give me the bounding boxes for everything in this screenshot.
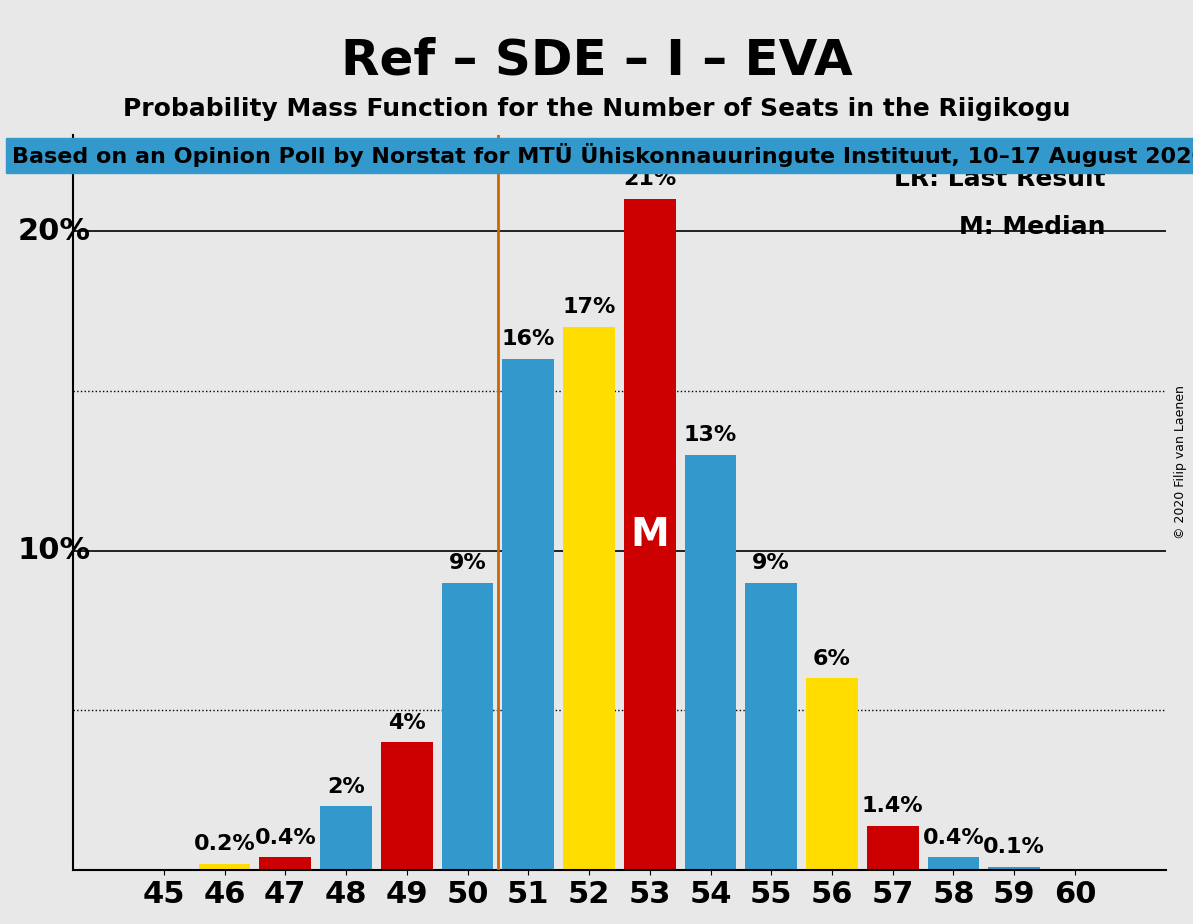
Text: Based on an Opinion Poll by Norstat for MTÜ Ühiskonnauuringute Instituut, 10–17 : Based on an Opinion Poll by Norstat for …	[12, 143, 1193, 167]
Bar	[928, 857, 979, 870]
Text: M: Median: M: Median	[959, 215, 1106, 239]
Bar	[199, 864, 251, 870]
Text: M: M	[630, 516, 669, 553]
Text: 1.4%: 1.4%	[861, 796, 923, 816]
Bar	[746, 583, 797, 870]
Text: © 2020 Filip van Laenen: © 2020 Filip van Laenen	[1174, 385, 1187, 539]
Text: LR: Last Result: LR: Last Result	[894, 167, 1106, 191]
Bar	[502, 359, 554, 870]
Text: 4%: 4%	[388, 712, 426, 733]
Text: 0.2%: 0.2%	[193, 834, 255, 855]
Text: 10%: 10%	[18, 536, 91, 565]
Text: 2%: 2%	[327, 777, 365, 796]
Bar	[685, 455, 736, 870]
Text: 21%: 21%	[623, 169, 676, 189]
Text: 0.4%: 0.4%	[254, 828, 316, 848]
Text: 16%: 16%	[501, 329, 555, 349]
Text: Ref – SDE – I – EVA: Ref – SDE – I – EVA	[341, 37, 852, 85]
Text: 17%: 17%	[562, 298, 616, 317]
Text: LR: LR	[810, 760, 853, 789]
Bar	[381, 742, 433, 870]
Text: 0.1%: 0.1%	[983, 837, 1045, 857]
Text: 13%: 13%	[684, 425, 737, 445]
Bar	[624, 199, 675, 870]
Bar	[320, 807, 372, 870]
Bar	[563, 327, 614, 870]
Text: 9%: 9%	[753, 553, 790, 573]
Bar	[988, 867, 1040, 870]
Text: 0.4%: 0.4%	[922, 828, 984, 848]
Text: Probability Mass Function for the Number of Seats in the Riigikogu: Probability Mass Function for the Number…	[123, 97, 1070, 121]
Text: 6%: 6%	[814, 649, 851, 669]
Bar	[260, 857, 311, 870]
Text: 20%: 20%	[18, 216, 91, 246]
Text: 9%: 9%	[449, 553, 487, 573]
Bar	[441, 583, 494, 870]
Bar	[867, 825, 919, 870]
Bar	[806, 678, 858, 870]
